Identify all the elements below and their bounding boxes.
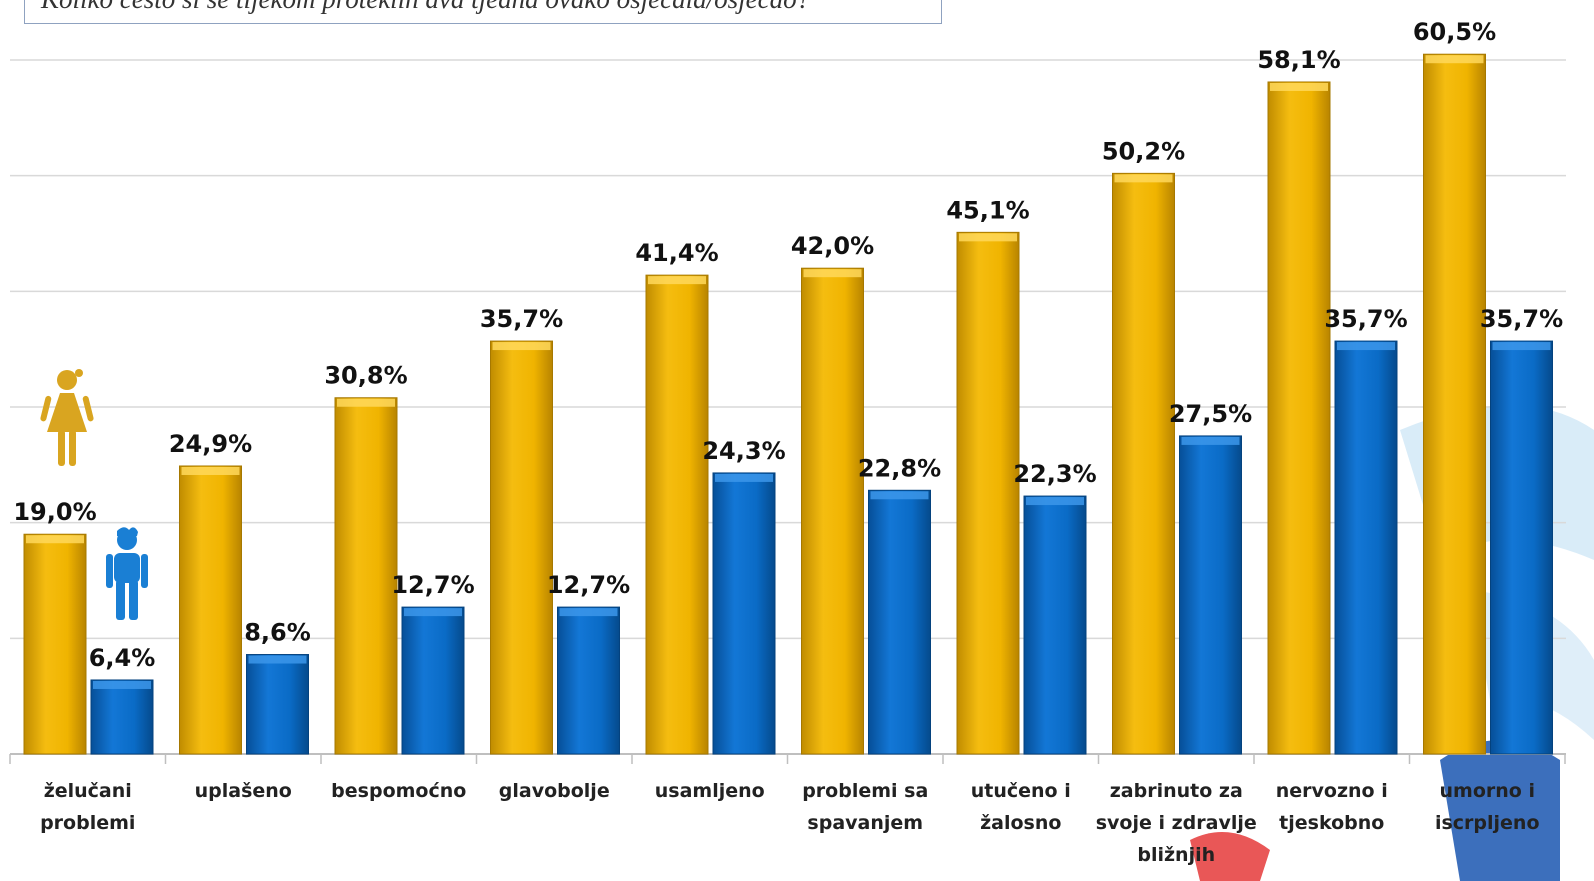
category-label: problemi sa — [802, 780, 928, 802]
category-label: nervozno i — [1276, 780, 1388, 802]
category-labels: želučani problemi uplašeno bespomoćno glavob… — [40, 780, 1539, 866]
bar-male — [90, 679, 154, 755]
value-label-female: 58,1% — [1257, 46, 1340, 74]
bar-cap — [803, 269, 862, 278]
bar-cap — [559, 608, 618, 617]
category-label: spavanjem — [807, 812, 923, 834]
bar-female — [801, 267, 864, 755]
category-label: usamljeno — [655, 780, 765, 802]
value-label-female: 45,1% — [946, 196, 1029, 224]
category-label: žalosno — [980, 812, 1061, 834]
bar-cap — [404, 608, 462, 617]
value-label-female: 30,8% — [324, 362, 407, 390]
bar-male — [1179, 435, 1242, 755]
bar-cap — [93, 680, 151, 689]
bar-female — [956, 231, 1020, 755]
bar-cap — [715, 473, 773, 482]
bar-male — [1334, 340, 1398, 755]
bar-cap — [1492, 342, 1551, 351]
bar-cap — [181, 466, 240, 475]
value-label-male: 22,8% — [858, 454, 941, 482]
category-label: uplašeno — [195, 780, 292, 802]
bar-cap — [1337, 342, 1395, 351]
category-label: glavobolje — [499, 780, 610, 802]
value-label-male: 22,3% — [1013, 460, 1096, 488]
value-label-female: 35,7% — [480, 305, 563, 333]
value-label-male: 6,4% — [89, 644, 156, 672]
value-label-male: 35,7% — [1480, 305, 1563, 333]
bar-cap — [492, 342, 551, 351]
category-label: zabrinuto za — [1110, 780, 1243, 802]
category-label: bližnjih — [1137, 844, 1215, 866]
category-label: svoje i zdravlje — [1096, 812, 1257, 834]
girl-icon — [40, 369, 94, 466]
value-label-female: 41,4% — [635, 239, 718, 267]
bar-male — [246, 654, 309, 755]
value-label-male: 12,7% — [391, 571, 474, 599]
bar-female — [1112, 172, 1175, 755]
bar-cap — [1181, 436, 1240, 445]
value-label-female: 24,9% — [169, 430, 252, 458]
value-label-female: 50,2% — [1102, 137, 1185, 165]
value-label-female: 42,0% — [791, 232, 874, 260]
bar-cap — [1026, 497, 1084, 506]
value-label-male: 8,6% — [244, 619, 311, 647]
bar-female — [179, 465, 242, 755]
bar-female — [1267, 81, 1331, 755]
boy-icon — [106, 527, 148, 620]
value-label-male: 12,7% — [547, 571, 630, 599]
bar-cap — [648, 276, 706, 285]
value-label-male: 27,5% — [1169, 400, 1252, 428]
bar-cap — [1114, 174, 1173, 183]
bar-female — [334, 397, 398, 755]
category-label: bespomoćno — [331, 780, 466, 802]
bar-male — [1023, 495, 1087, 755]
bar-cap — [26, 535, 84, 544]
value-label-female: 19,0% — [13, 498, 96, 526]
chart-title: Koliko često si se tijekom proteklih dva… — [24, 0, 942, 24]
bar-female — [23, 533, 87, 755]
bar-cap — [870, 491, 929, 500]
bar-cap — [1270, 82, 1328, 91]
gridlines — [9, 59, 1566, 764]
bars — [23, 53, 1553, 755]
bar-female — [1423, 53, 1486, 755]
category-label: tjeskobno — [1279, 812, 1384, 834]
bar-male — [1490, 340, 1553, 755]
bar-male — [401, 606, 465, 755]
value-label-male: 35,7% — [1324, 305, 1407, 333]
bar-male — [868, 489, 931, 755]
category-label: utučeno i — [971, 780, 1071, 802]
bar-cap — [248, 655, 307, 664]
bar-cap — [959, 233, 1017, 242]
category-label: problemi — [40, 812, 135, 834]
bar-cap — [1425, 55, 1484, 64]
bar-male — [712, 472, 776, 755]
category-label: iscrpljeno — [1435, 812, 1540, 834]
bar-cap — [337, 398, 395, 407]
value-label-male: 24,3% — [702, 437, 785, 465]
bar-female — [645, 274, 709, 755]
bar-male — [557, 606, 620, 755]
category-label: želučani — [44, 780, 132, 802]
bar-female — [490, 340, 553, 755]
category-label: umorno i — [1440, 780, 1535, 802]
value-labels: 19,0% 24,9% 30,8% 35,7% 41,4% 42,0% 45,1% 50,2%… — [13, 18, 1563, 672]
value-label-female: 60,5% — [1413, 18, 1496, 46]
